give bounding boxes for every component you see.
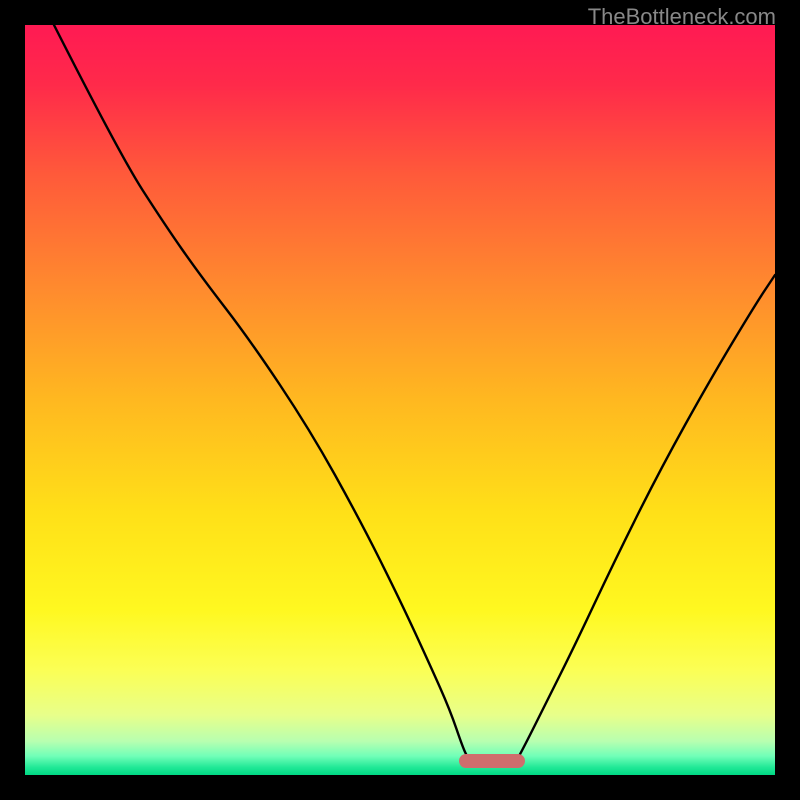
watermark-text: TheBottleneck.com	[588, 4, 776, 30]
valley-marker	[459, 754, 525, 768]
chart-svg	[0, 0, 800, 800]
bottleneck-chart	[25, 25, 775, 775]
gradient-background	[25, 25, 775, 775]
